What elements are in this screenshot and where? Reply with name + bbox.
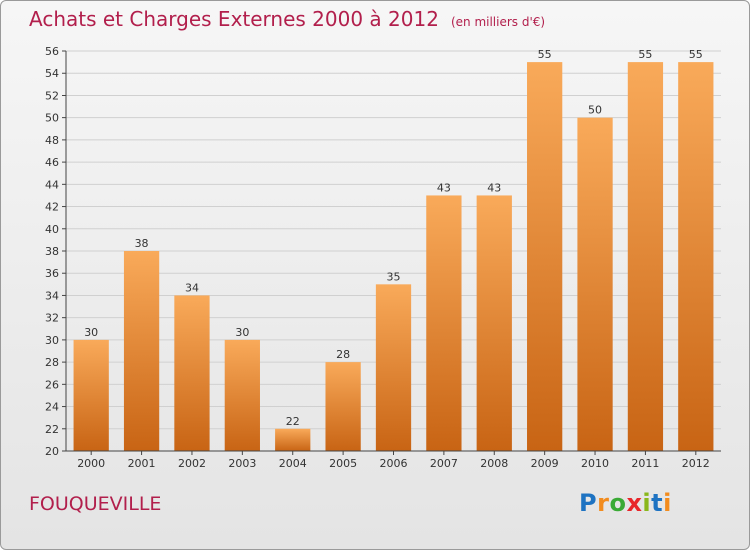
chart-title-group: Achats et Charges Externes 2000 à 2012 (e…: [29, 7, 545, 31]
bar: [73, 339, 109, 451]
chart-unit: (en milliers d'€): [450, 15, 546, 29]
bar: [123, 251, 160, 451]
x-tick-label: 2007: [430, 457, 458, 470]
bar: [627, 62, 664, 451]
y-tick-label: 46: [45, 156, 59, 169]
x-tick-label: 2006: [380, 457, 408, 470]
proxiti-logo[interactable]: Proxiti: [579, 489, 672, 517]
bar: [476, 195, 512, 451]
y-tick-label: 52: [45, 89, 59, 102]
y-tick-label: 48: [45, 134, 59, 147]
y-tick-label: 30: [45, 334, 59, 347]
logo-letter: P: [579, 489, 598, 517]
y-tick-label: 54: [45, 67, 59, 80]
bar: [527, 62, 563, 451]
data-label: 28: [336, 348, 350, 361]
data-label: 22: [286, 415, 300, 428]
y-tick-label: 20: [45, 445, 59, 458]
y-tick-label: 42: [45, 201, 59, 214]
bar: [678, 62, 714, 451]
logo-letter: r: [597, 489, 610, 517]
x-tick-label: 2001: [128, 457, 156, 470]
y-tick-label: 56: [45, 45, 59, 58]
x-tick-label: 2011: [631, 457, 659, 470]
bar: [325, 362, 361, 451]
x-tick-label: 2004: [279, 457, 307, 470]
data-label: 55: [638, 48, 652, 61]
logo-letter: x: [626, 489, 643, 517]
y-tick-label: 26: [45, 378, 59, 391]
x-tick-label: 2008: [480, 457, 508, 470]
data-label: 30: [84, 326, 98, 339]
logo-letter: o: [609, 489, 627, 517]
data-label: 38: [135, 237, 149, 250]
x-tick-label: 2009: [531, 457, 559, 470]
y-tick-label: 50: [45, 112, 59, 125]
x-tick-label: 2002: [178, 457, 206, 470]
bars: 30 38 34 30 22 28 35 43 43 55 50 55 55: [73, 48, 714, 452]
chart-title: Achats et Charges Externes 2000 à 2012: [29, 7, 439, 31]
bar: [224, 339, 260, 451]
bar: [577, 117, 613, 452]
bar: [174, 295, 210, 451]
y-tick-label: 36: [45, 267, 59, 280]
y-tick-label: 24: [45, 401, 59, 414]
logo-letter: i: [642, 489, 652, 517]
commune-name: FOUQUEVILLE: [29, 493, 162, 515]
x-tick-label: 2010: [581, 457, 609, 470]
data-label: 34: [185, 281, 199, 294]
data-label: 50: [588, 104, 602, 117]
y-tick-label: 28: [45, 356, 59, 369]
y-tick-label: 22: [45, 423, 59, 436]
y-tick-label: 44: [45, 178, 59, 191]
data-label: 55: [689, 48, 703, 61]
y-tick-label: 32: [45, 312, 59, 325]
data-label: 43: [437, 181, 451, 194]
axes: 20 22 24 26 28 30 32 34 36 38 40 42 44 46 48 50 52 54 56 20…: [45, 45, 721, 470]
logo-letter: i: [663, 489, 672, 517]
logo-letter: t: [651, 489, 664, 517]
data-label: 43: [487, 181, 501, 194]
x-tick-label: 2012: [682, 457, 710, 470]
x-tick-label: 2003: [228, 457, 256, 470]
x-tick-label: 2000: [77, 457, 105, 470]
x-tick-label: 2005: [329, 457, 357, 470]
data-label: 30: [235, 326, 249, 339]
bar: [426, 195, 462, 451]
data-label: 35: [387, 270, 401, 283]
y-tick-label: 34: [45, 289, 59, 302]
bar: [275, 428, 311, 451]
y-tick-label: 40: [45, 223, 59, 236]
bar: [375, 284, 412, 451]
data-label: 55: [538, 48, 552, 61]
y-tick-label: 38: [45, 245, 59, 258]
